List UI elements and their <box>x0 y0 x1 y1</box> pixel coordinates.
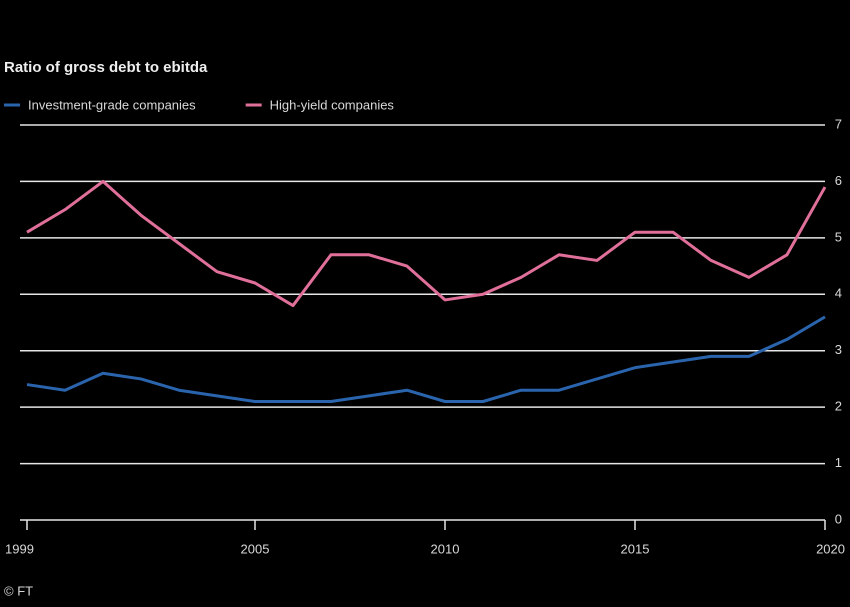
x-tick-label: 1999 <box>5 541 34 556</box>
y-tick-label: 0 <box>835 511 842 526</box>
x-tick-label: 2020 <box>816 541 845 556</box>
y-tick-label: 7 <box>835 116 842 131</box>
y-tick-label: 6 <box>835 173 842 188</box>
y-tick-label: 5 <box>835 229 842 244</box>
y-tick-label: 3 <box>835 342 842 357</box>
source: © FT <box>4 583 33 598</box>
y-tick-label: 1 <box>835 455 842 470</box>
line-series <box>26 179 827 308</box>
legend-label: High-yield companies <box>270 97 395 112</box>
chart-title: Ratio of gross debt to ebitda <box>4 59 208 76</box>
x-tick-label: 2015 <box>621 541 650 556</box>
x-tick-label: 2005 <box>241 541 270 556</box>
line-series <box>26 315 826 403</box>
y-tick-label: 2 <box>835 399 842 414</box>
x-tick-label: 2010 <box>431 541 460 556</box>
y-tick-label: 4 <box>835 286 842 301</box>
legend-label: Investment-grade companies <box>28 97 196 112</box>
